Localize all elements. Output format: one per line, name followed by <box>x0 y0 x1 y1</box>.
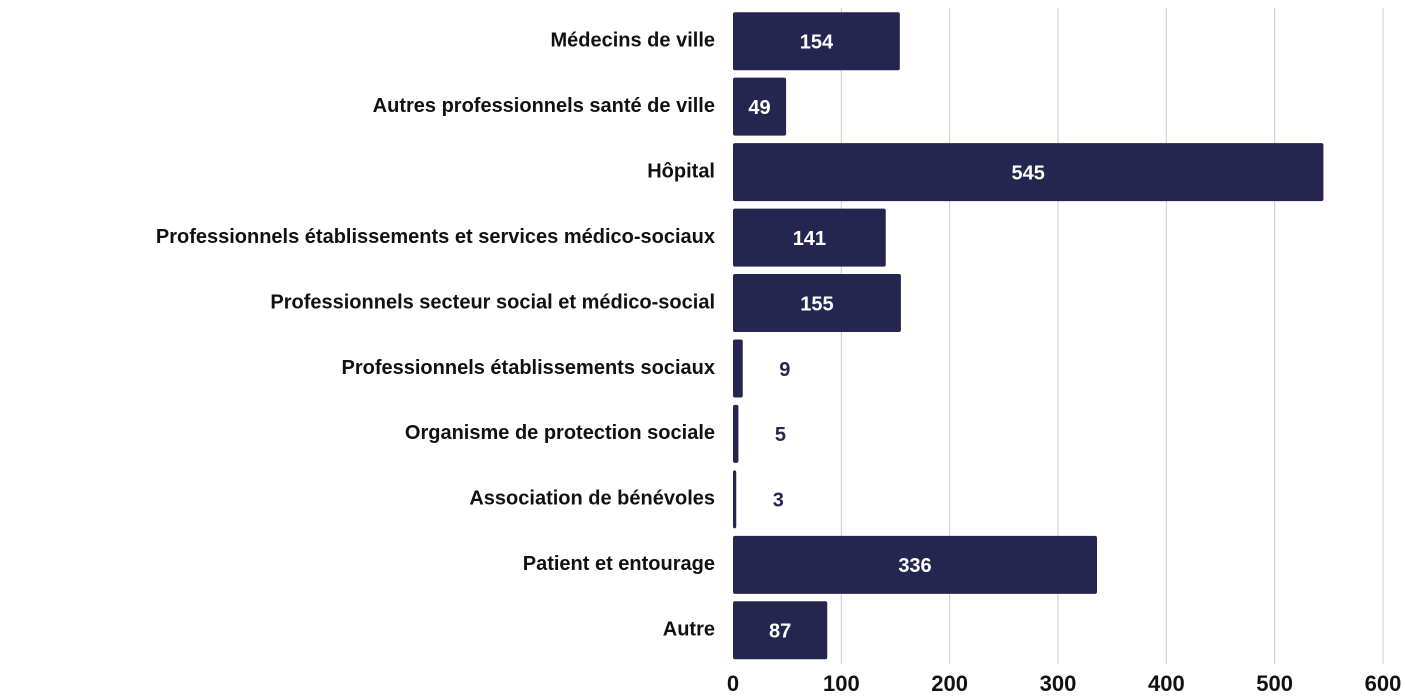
bar <box>733 143 1324 202</box>
x-tick-label: 0 <box>727 671 739 696</box>
category-label: Hôpital <box>647 160 715 182</box>
value-label: 155 <box>800 293 833 315</box>
value-label: 5 <box>775 424 786 446</box>
value-label: 49 <box>748 97 770 119</box>
bar <box>733 12 900 71</box>
x-tick-label: 500 <box>1256 671 1293 696</box>
value-label: 545 <box>1012 162 1045 184</box>
bar <box>733 77 787 136</box>
value-label: 9 <box>779 359 790 381</box>
category-label: Professionnels secteur social et médico-… <box>270 291 715 313</box>
value-label: 3 <box>773 490 784 512</box>
bar <box>733 601 828 660</box>
category-label: Autres professionnels santé de ville <box>373 95 715 117</box>
category-label: Médecins de ville <box>550 30 715 52</box>
bar <box>733 535 1097 594</box>
bar <box>733 339 743 398</box>
category-label: Patient et entourage <box>523 553 715 575</box>
bar <box>733 404 739 463</box>
value-label: 87 <box>769 621 791 643</box>
value-label: 141 <box>793 228 826 250</box>
value-label: 336 <box>898 555 931 577</box>
bar <box>733 274 901 333</box>
x-tick-label: 600 <box>1365 671 1402 696</box>
value-label: 154 <box>800 32 834 54</box>
x-tick-label: 200 <box>931 671 968 696</box>
x-tick-label: 300 <box>1040 671 1077 696</box>
bar <box>733 208 886 267</box>
bar <box>733 470 737 529</box>
category-label: Professionnels établissements et service… <box>156 226 715 248</box>
category-label: Autre <box>663 619 715 641</box>
category-label: Professionnels établissements sociaux <box>342 357 716 379</box>
category-label: Organisme de protection sociale <box>405 422 715 444</box>
category-label: Association de bénévoles <box>469 488 715 510</box>
x-tick-label: 100 <box>823 671 860 696</box>
x-tick-label: 400 <box>1148 671 1185 696</box>
